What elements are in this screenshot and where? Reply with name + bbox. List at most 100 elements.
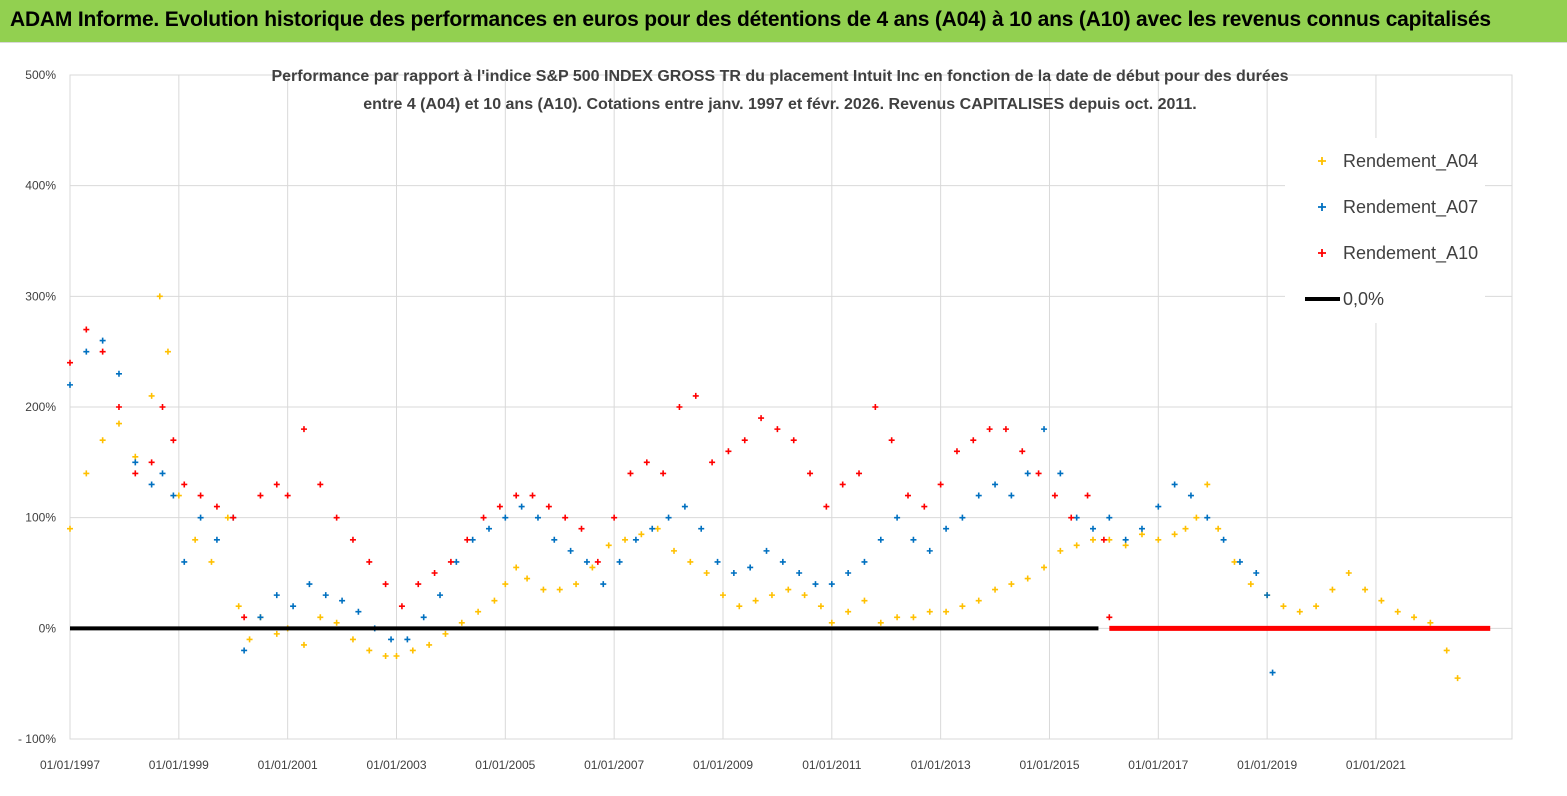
data-point [398, 603, 405, 610]
data-point [573, 581, 580, 588]
data-point [888, 437, 895, 444]
data-point [1090, 536, 1096, 543]
data-point [774, 426, 781, 433]
data-point [703, 570, 710, 576]
x-tick-label: 01/01/2017 [1128, 758, 1188, 772]
data-point [953, 448, 960, 455]
legend-box [1285, 138, 1485, 323]
legend-label: Rendement_A07 [1343, 197, 1478, 218]
data-point [714, 558, 721, 565]
data-point [322, 592, 329, 599]
data-point [562, 514, 569, 521]
data-point [1008, 492, 1015, 499]
data-point [654, 525, 661, 532]
data-point [333, 514, 340, 521]
y-tick-label: 400% [25, 179, 56, 193]
data-point [632, 536, 639, 543]
data-point [1171, 531, 1178, 538]
legend-marker-swatch [1318, 157, 1326, 165]
legend-item: Rendement_A04 [1318, 151, 1478, 172]
x-tick-label: 01/01/2011 [802, 758, 861, 772]
data-point [747, 564, 754, 571]
data-point [594, 558, 601, 565]
data-point [1122, 542, 1129, 549]
data-point [1073, 542, 1080, 549]
data-point [83, 470, 90, 477]
data-point [213, 503, 220, 510]
data-point [861, 597, 868, 604]
data-point [1296, 608, 1303, 615]
data-point [273, 481, 280, 488]
data-point [671, 547, 678, 554]
banner: ADAM Informe. Evolution historique des p… [0, 0, 1567, 42]
data-point [975, 597, 982, 604]
data-point [567, 547, 574, 554]
data-point [442, 630, 449, 637]
y-tick-label: 0% [39, 621, 57, 635]
data-point [856, 470, 863, 477]
data-point [730, 570, 737, 576]
data-point [502, 514, 509, 521]
data-point [861, 558, 868, 565]
y-tick-label: 100% [25, 511, 56, 525]
data-point [132, 470, 139, 477]
data-point [273, 592, 280, 599]
data-point [159, 470, 166, 477]
data-point [230, 514, 237, 521]
data-point [921, 503, 928, 510]
data-point [752, 597, 759, 604]
data-point [99, 348, 106, 355]
x-tick-label: 01/01/2005 [475, 758, 535, 772]
data-point [513, 492, 520, 499]
data-point [709, 459, 716, 466]
data-point [698, 525, 705, 532]
data-point [496, 503, 503, 510]
data-point [926, 547, 933, 554]
data-point [355, 608, 362, 615]
data-point [556, 586, 563, 593]
data-point [170, 437, 177, 444]
data-point [1378, 597, 1385, 604]
data-point [518, 503, 525, 510]
x-tick-label: 01/01/2009 [693, 758, 753, 772]
data-point [404, 636, 411, 643]
data-point [300, 641, 307, 648]
data-point [1019, 448, 1026, 455]
data-point [828, 619, 835, 626]
data-point [1057, 470, 1064, 477]
y-tick-label: 500% [25, 68, 56, 82]
data-point [1427, 619, 1434, 626]
x-tick-label: 01/01/2013 [911, 758, 971, 772]
data-point [164, 348, 171, 355]
data-point [156, 293, 163, 300]
data-point [877, 536, 884, 543]
data-point [894, 614, 901, 621]
chart-frame: - 100% 0% 100% 200% 300% 400% 500% 01/01/1997 01… [0, 42, 1567, 791]
data-point [943, 525, 950, 532]
data-point [1100, 536, 1107, 543]
data-point [823, 503, 830, 510]
data-point [284, 492, 291, 499]
data-point [1329, 586, 1336, 593]
data-point [894, 514, 901, 521]
data-point [638, 531, 645, 538]
data-point [67, 359, 73, 366]
data-point [1138, 531, 1145, 538]
legend: Rendement_A04 Rendement_A07 Rendement_A10 0… [1285, 138, 1485, 323]
data-point [115, 420, 122, 427]
x-tick-label: 01/01/2021 [1346, 758, 1406, 772]
series-layer [67, 293, 1461, 682]
data-point [1362, 586, 1369, 593]
data-point [1057, 547, 1064, 554]
data-point [224, 514, 231, 521]
series-Rendement_A07 [67, 337, 1276, 676]
data-point [181, 558, 188, 565]
data-point [1204, 481, 1211, 488]
data-point [83, 348, 90, 355]
x-tick-label: 01/01/1999 [149, 758, 209, 772]
data-point [845, 608, 852, 615]
data-point [115, 370, 122, 377]
data-point [99, 437, 106, 444]
data-point [409, 647, 416, 654]
data-point [904, 492, 911, 499]
